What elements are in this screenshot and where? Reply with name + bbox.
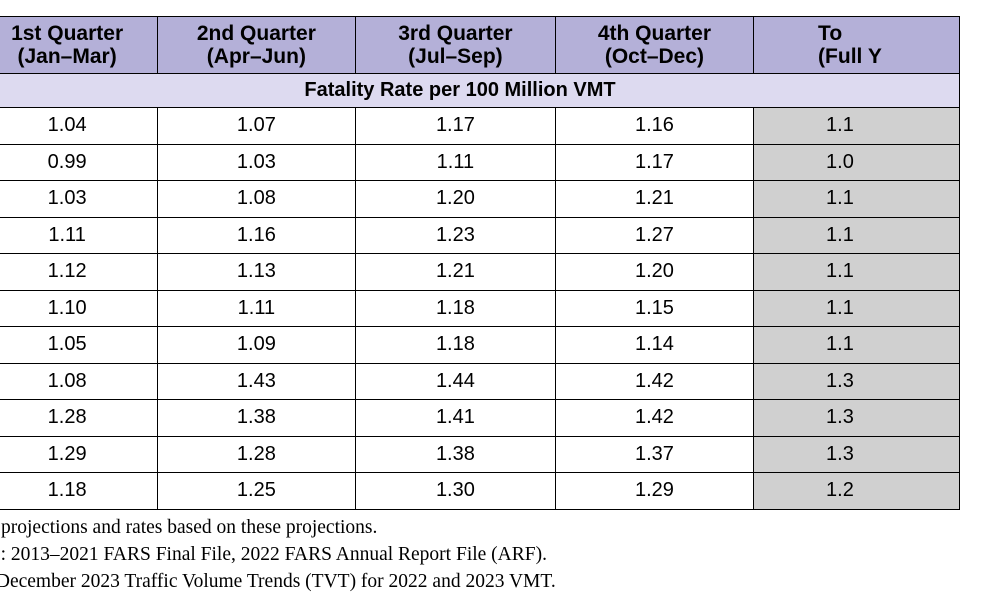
q1-cell: 1.05 [0, 326, 158, 364]
header-cell-total: To (Full Y [753, 16, 960, 74]
header-cell-q4: 4th Quarter (Oct–Dec) [554, 16, 755, 74]
q4-cell: 1.15 [554, 289, 755, 327]
q2-cell: 1.07 [156, 107, 356, 145]
table-row: 0.99 1.03 1.11 1.17 1.0 [0, 143, 960, 181]
q4-cell: 1.27 [554, 216, 755, 254]
total-cell: 1.2 [753, 472, 960, 510]
q4-cell: 1.42 [554, 362, 755, 400]
q3-cell: 1.17 [354, 107, 556, 145]
q1-cell: 1.29 [0, 435, 158, 473]
q1-cell: 1.18 [0, 472, 158, 510]
q1-cell: 1.03 [0, 180, 158, 218]
total-cell: 1.0 [753, 143, 960, 181]
header-cell-q3: 3rd Quarter (Jul–Sep) [354, 16, 556, 74]
table-row: 1.08 1.43 1.44 1.42 1.3 [0, 362, 960, 400]
q2-cell: 1.09 [156, 326, 356, 364]
note-line-2: alities: 2013–2021 FARS Final File, 2022… [0, 544, 547, 565]
q3-cell: 1.38 [354, 435, 556, 473]
total-cell: 1.1 [753, 180, 960, 218]
q1-cell: 1.11 [0, 216, 158, 254]
section-row: Fatality Rate per 100 Million VMT [0, 73, 960, 108]
q3-cell: 1.18 [354, 326, 556, 364]
total-cell: 1.3 [753, 435, 960, 473]
section-title-cell: Fatality Rate per 100 Million VMT [0, 73, 960, 108]
header-q3-months: (Jul–Sep) [408, 45, 503, 68]
q3-cell: 1.21 [354, 253, 556, 291]
header-q2-months: (Apr–Jun) [206, 45, 306, 68]
q2-cell: 1.28 [156, 435, 356, 473]
q4-cell: 1.42 [554, 399, 755, 437]
q3-cell: 1.41 [354, 399, 556, 437]
total-cell: 1.3 [753, 399, 960, 437]
q4-cell: 1.21 [554, 180, 755, 218]
total-cell: 1.1 [753, 326, 960, 364]
total-cell: 1.1 [753, 107, 960, 145]
q4-cell: 1.37 [554, 435, 755, 473]
total-cell: 1.3 [753, 362, 960, 400]
q4-cell: 1.20 [554, 253, 755, 291]
q1-cell: 1.28 [0, 399, 158, 437]
table-row: 1.11 1.16 1.23 1.27 1.1 [0, 216, 960, 254]
header-total-title: To [818, 22, 843, 45]
q1-cell: 1.04 [0, 107, 158, 145]
table-row: 1.28 1.38 1.41 1.42 1.3 [0, 399, 960, 437]
header-q1-months: (Jan–Mar) [17, 45, 117, 68]
header-q3-title: 3rd Quarter [398, 22, 513, 45]
table-notes: ical projections and rates based on thes… [0, 514, 556, 595]
q4-cell: 1.16 [554, 107, 755, 145]
note-line-3: A December 2023 Traffic Volume Trends (T… [0, 571, 556, 592]
q2-cell: 1.25 [156, 472, 356, 510]
header-cell-q2: 2nd Quarter (Apr–Jun) [156, 16, 356, 74]
section-title: Fatality Rate per 100 Million VMT [304, 79, 616, 101]
header-cell-q1: 1st Quarter (Jan–Mar) [0, 16, 158, 74]
fatality-rate-table: 1st Quarter (Jan–Mar) 2nd Quarter (Apr–J… [0, 16, 960, 510]
header-q1-title: 1st Quarter [11, 22, 124, 45]
table-row: 1.18 1.25 1.30 1.29 1.2 [0, 472, 960, 510]
header-q4-months: (Oct–Dec) [604, 45, 705, 68]
q1-cell: 1.10 [0, 289, 158, 327]
q4-cell: 1.29 [554, 472, 755, 510]
q2-cell: 1.03 [156, 143, 356, 181]
header-total-months: (Full Y [818, 45, 882, 68]
q3-cell: 1.18 [354, 289, 556, 327]
q2-cell: 1.08 [156, 180, 356, 218]
table-header-row: 1st Quarter (Jan–Mar) 2nd Quarter (Apr–J… [0, 16, 960, 74]
q4-cell: 1.17 [554, 143, 755, 181]
table-row: 1.29 1.28 1.38 1.37 1.3 [0, 435, 960, 473]
q2-cell: 1.38 [156, 399, 356, 437]
table-body: 1.04 1.07 1.17 1.16 1.1 0.99 1.03 1.11 1.17 1.0 1.… [0, 107, 960, 510]
note-line-1: ical projections and rates based on thes… [0, 517, 378, 538]
q2-cell: 1.13 [156, 253, 356, 291]
q2-cell: 1.43 [156, 362, 356, 400]
q4-cell: 1.14 [554, 326, 755, 364]
table-row: 1.04 1.07 1.17 1.16 1.1 [0, 107, 960, 145]
total-cell: 1.1 [753, 216, 960, 254]
q2-cell: 1.11 [156, 289, 356, 327]
q3-cell: 1.20 [354, 180, 556, 218]
q3-cell: 1.23 [354, 216, 556, 254]
q1-cell: 0.99 [0, 143, 158, 181]
total-cell: 1.1 [753, 253, 960, 291]
table-row: 1.03 1.08 1.20 1.21 1.1 [0, 180, 960, 218]
q3-cell: 1.11 [354, 143, 556, 181]
q1-cell: 1.12 [0, 253, 158, 291]
header-q4-title: 4th Quarter [597, 22, 712, 45]
q3-cell: 1.44 [354, 362, 556, 400]
q3-cell: 1.30 [354, 472, 556, 510]
table-row: 1.05 1.09 1.18 1.14 1.1 [0, 326, 960, 364]
table-row: 1.12 1.13 1.21 1.20 1.1 [0, 253, 960, 291]
q2-cell: 1.16 [156, 216, 356, 254]
table-row: 1.10 1.11 1.18 1.15 1.1 [0, 289, 960, 327]
q1-cell: 1.08 [0, 362, 158, 400]
header-q2-title: 2nd Quarter [196, 22, 316, 45]
total-cell: 1.1 [753, 289, 960, 327]
